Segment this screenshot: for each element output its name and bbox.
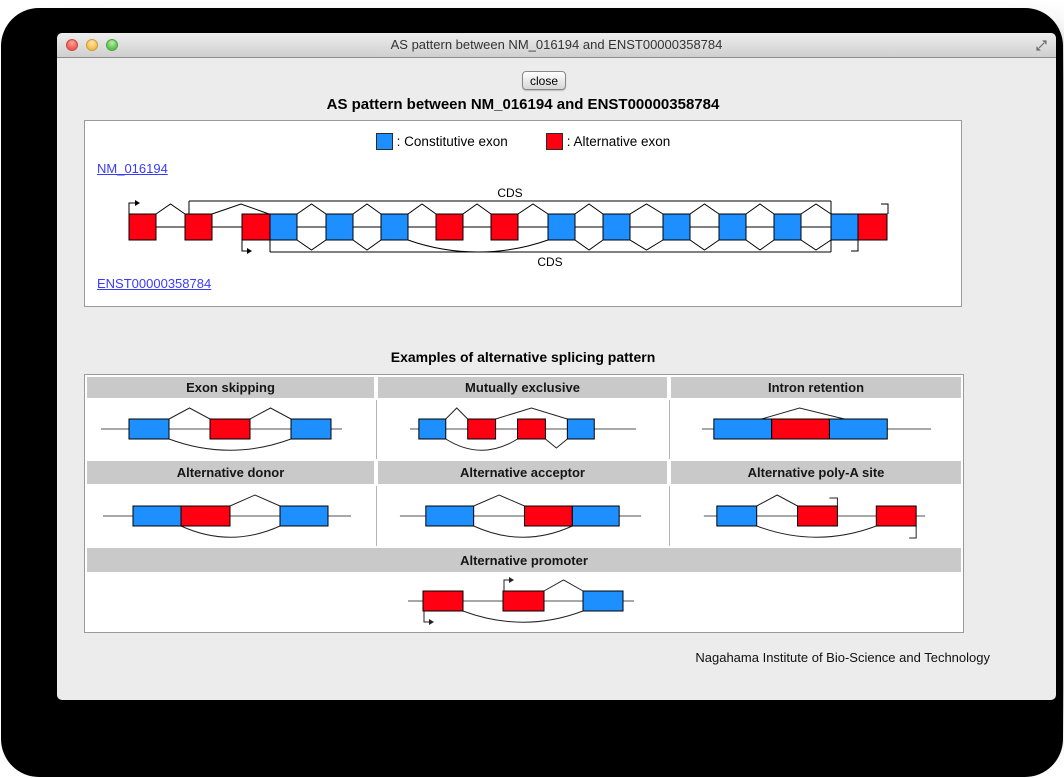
- splicing-patterns-table: Exon skipping Mutually exclusive Intron …: [84, 374, 964, 633]
- intron-retention-diagram: [701, 407, 932, 440]
- pattern-header-exon-skipping: Exon skipping: [85, 375, 376, 400]
- alternative-acceptor-diagram: [399, 494, 642, 538]
- legend: : Constitutive exon : Alternative exon: [85, 133, 961, 150]
- minimize-window-icon[interactable]: [86, 39, 98, 51]
- alternative-promoter-diagram: [408, 577, 634, 625]
- app-window: AS pattern between NM_016194 and ENST000…: [57, 33, 1056, 700]
- legend-constitutive: : Constitutive exon: [375, 133, 508, 150]
- zoom-window-icon[interactable]: [106, 39, 118, 51]
- legend-alternative-label: : Alternative exon: [566, 134, 671, 149]
- legend-constitutive-label: : Constitutive exon: [396, 134, 508, 149]
- close-button[interactable]: close: [522, 71, 566, 90]
- svg-text:CDS: CDS: [497, 186, 522, 200]
- pattern-cell-alternative-acceptor: [376, 486, 669, 546]
- pattern-cell-alternative-promoter: [85, 574, 963, 632]
- window-title: AS pattern between NM_016194 and ENST000…: [390, 37, 723, 52]
- pattern-header-alternative-acceptor: Alternative acceptor: [376, 459, 669, 486]
- fullscreen-arrows-icon[interactable]: [1036, 40, 1047, 51]
- alternative-exon-swatch: [545, 133, 563, 150]
- pattern-header-alternative-polyA: Alternative poly-A site: [669, 459, 963, 486]
- constitutive-exon-swatch: [375, 133, 393, 150]
- window-controls: [66, 39, 118, 51]
- page-content: close AS pattern between NM_016194 and E…: [57, 58, 1056, 700]
- alternative-polyA-diagram: [703, 494, 926, 539]
- pattern-cell-intron-retention: [669, 400, 963, 459]
- pattern-cell-alternative-polyA: [669, 486, 963, 546]
- pattern-cell-mutually-exclusive: [376, 400, 669, 459]
- window-titlebar[interactable]: AS pattern between NM_016194 and ENST000…: [57, 33, 1056, 58]
- as-pattern-panel: CDS CDS : Constitutive exon : Alternative…: [84, 120, 962, 307]
- transcript-link-nm[interactable]: NM_016194: [97, 161, 168, 176]
- transcript-structure-diagram: CDS CDS: [128, 186, 889, 269]
- page-title: AS pattern between NM_016194 and ENST000…: [326, 96, 720, 113]
- mutually-exclusive-diagram: [409, 407, 637, 451]
- pattern-cell-exon-skipping: [85, 400, 376, 459]
- pattern-header-alternative-promoter: Alternative promoter: [85, 546, 963, 574]
- legend-alternative: : Alternative exon: [545, 133, 671, 150]
- transcript-link-enst[interactable]: ENST00000358784: [97, 276, 212, 291]
- pattern-header-alternative-donor: Alternative donor: [85, 459, 376, 486]
- pattern-header-mutually-exclusive: Mutually exclusive: [376, 375, 669, 400]
- pattern-cell-alternative-donor: [85, 486, 376, 546]
- svg-text:CDS: CDS: [537, 255, 562, 269]
- patterns-section-title: Examples of alternative splicing pattern: [390, 349, 656, 365]
- alternative-donor-diagram: [103, 494, 351, 538]
- close-window-icon[interactable]: [66, 39, 78, 51]
- exon-skipping-diagram: [101, 407, 342, 451]
- institute-footer: Nagahama Institute of Bio-Science and Te…: [695, 650, 990, 665]
- pattern-header-intron-retention: Intron retention: [669, 375, 963, 400]
